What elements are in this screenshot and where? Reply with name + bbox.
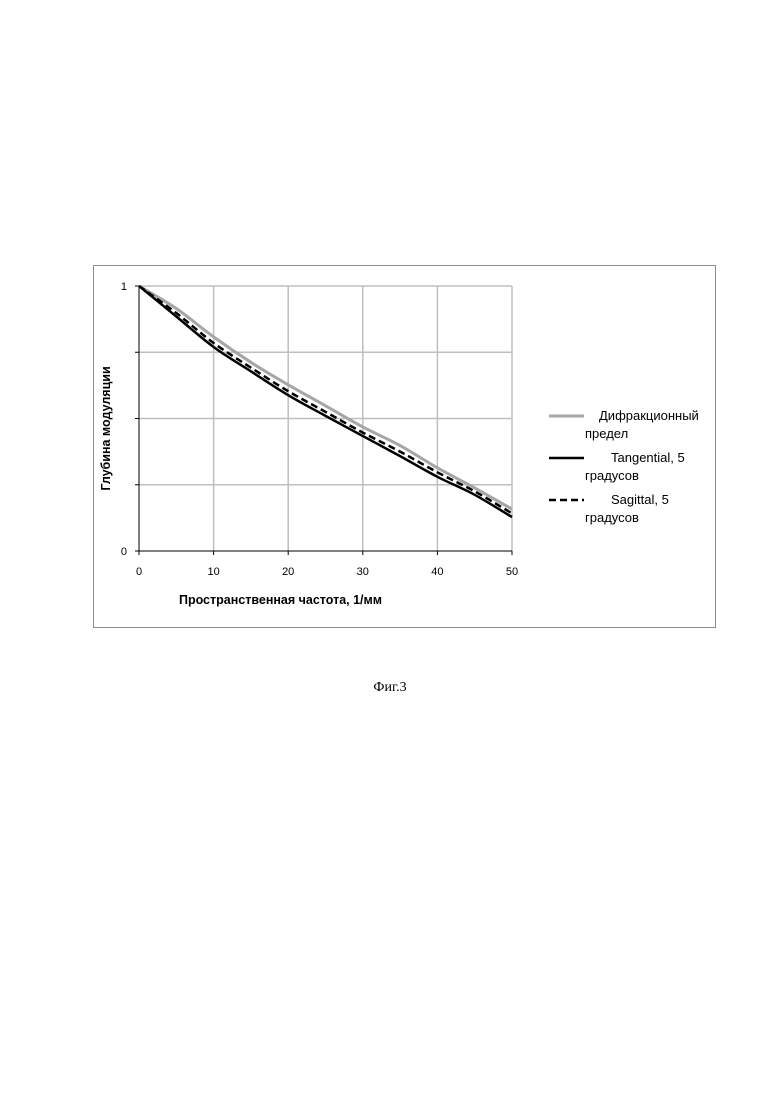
x-tick-label: 20 xyxy=(282,566,294,578)
legend: Дифракционный предел Tangential, 5 градусов… xyxy=(549,408,699,525)
legend-label: Tangential, 5 xyxy=(611,450,685,465)
y-tick-label: 1 xyxy=(121,281,127,293)
figure-caption: Фиг.3 xyxy=(0,680,780,696)
chart-frame: 0101020304050 Пространственная частота, … xyxy=(93,265,716,628)
x-tick-label: 0 xyxy=(136,566,142,578)
legend-label: Sagittal, 5 xyxy=(611,492,669,507)
legend-label: градусов xyxy=(585,510,639,525)
x-tick-label: 30 xyxy=(357,566,369,578)
legend-label: предел xyxy=(585,426,628,441)
diffraction-limit-line xyxy=(139,286,512,509)
x-tick-label: 10 xyxy=(207,566,219,578)
x-axis-title: Пространственная частота, 1/мм xyxy=(179,593,382,607)
grid xyxy=(139,286,512,551)
tick-labels: 0101020304050 xyxy=(121,281,518,578)
series-lines xyxy=(139,286,512,517)
x-tick-label: 50 xyxy=(506,566,518,578)
legend-label: градусов xyxy=(585,468,639,483)
x-tick-label: 40 xyxy=(431,566,443,578)
y-tick-label: 0 xyxy=(121,546,127,558)
y-axis-title: Глубина модуляции xyxy=(99,366,113,490)
mtf-chart: 0101020304050 Пространственная частота, … xyxy=(94,266,714,626)
legend-label: Дифракционный xyxy=(599,408,699,423)
